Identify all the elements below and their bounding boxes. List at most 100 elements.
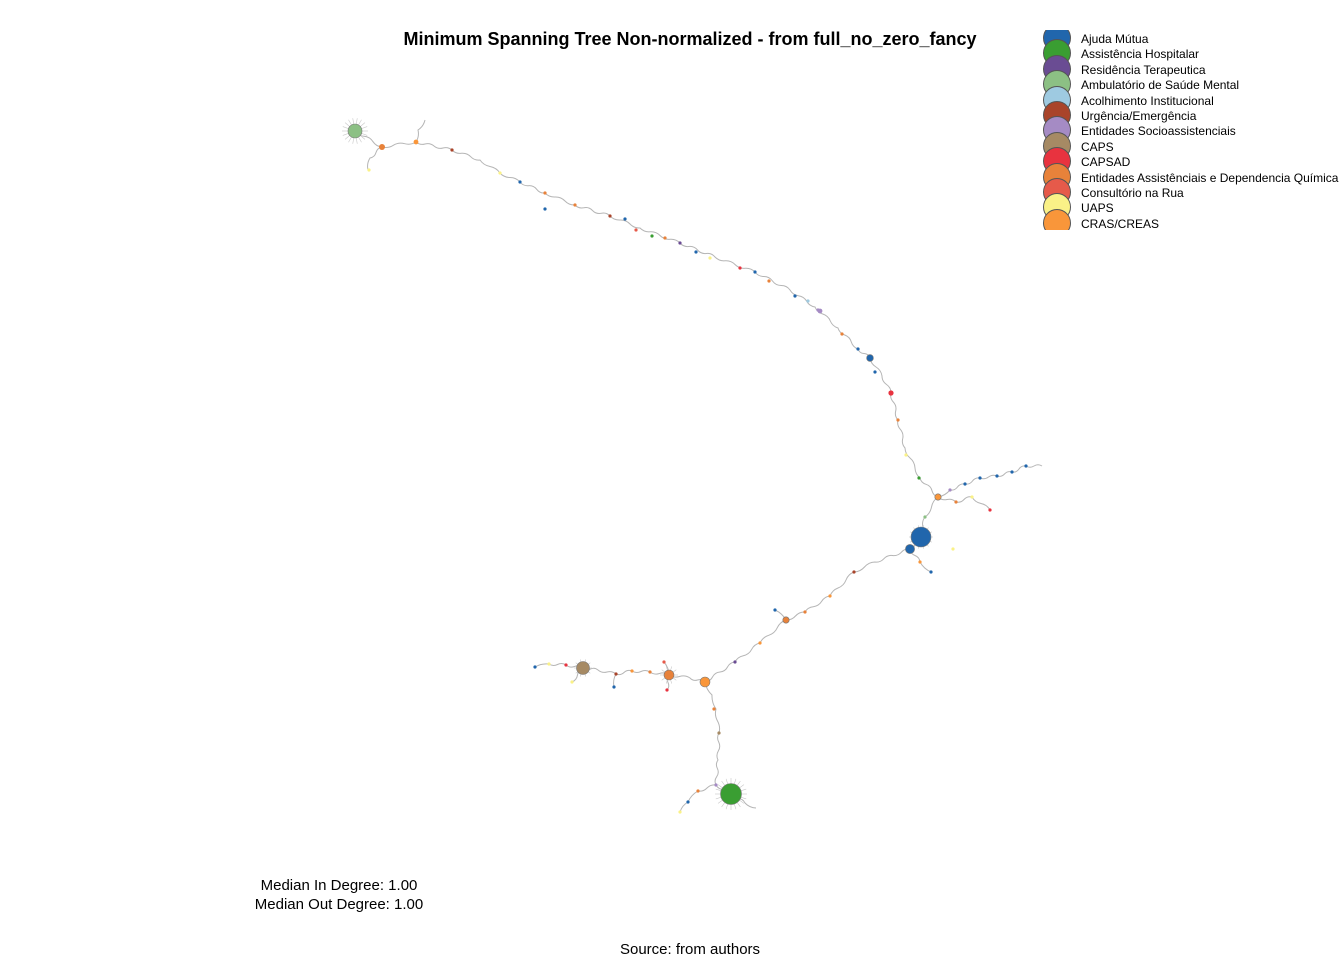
tree-edge [613, 673, 617, 688]
tree-node [663, 669, 675, 681]
legend-swatch [1043, 208, 1071, 231]
tree-node [665, 688, 669, 692]
legend-label: Urgência/Emergência [1081, 108, 1197, 123]
tree-node [1024, 464, 1028, 468]
tree-edge [704, 681, 732, 795]
tree-node [663, 236, 667, 240]
tree-edge [354, 130, 940, 538]
tree-node [910, 526, 932, 548]
median-in-degree: Median In Degree: 1.00 [260, 877, 418, 894]
tree-node [570, 680, 574, 684]
tree-node [767, 279, 771, 283]
tree-node [518, 180, 522, 184]
tree-node [612, 685, 616, 689]
tree-node [840, 332, 844, 336]
tree-node [904, 453, 908, 457]
legend-label: Entidades Assistênciais e Dependencia Qu… [1081, 170, 1339, 185]
tree-node [696, 789, 700, 793]
tree-node [614, 672, 618, 676]
legend-label: CAPSAD [1081, 155, 1131, 170]
tree-node [634, 228, 638, 232]
legend-label: CAPS [1081, 139, 1114, 154]
tree-edge [534, 663, 584, 669]
tree-node [856, 347, 860, 351]
tree-node [623, 217, 627, 221]
tree-node [717, 731, 721, 735]
tree-node [367, 168, 371, 172]
tree-node [379, 144, 385, 150]
tree-node [648, 670, 652, 674]
tree-node [934, 493, 942, 501]
tree-node [708, 256, 712, 260]
legend-item: Ajuda Mútua [1040, 30, 1344, 52]
tree-node [738, 266, 742, 270]
tree-node [630, 669, 634, 673]
chart-title: Minimum Spanning Tree Non-normalized - f… [403, 29, 977, 49]
tree-node [873, 370, 877, 374]
tree-node [547, 662, 551, 666]
legend-label: Ambulatório de Saúde Mental [1081, 78, 1240, 93]
tree-node [662, 660, 666, 664]
legend-label: Entidades Socioassistenciais [1081, 124, 1236, 139]
tree-node [951, 547, 955, 551]
tree-node [576, 661, 590, 675]
legend-item: Assistência Hospitalar [1040, 39, 1344, 68]
legend-label: Assistência Hospitalar [1081, 47, 1200, 62]
legend-label: CRAS/CREAS [1081, 216, 1160, 231]
tree-node [543, 191, 547, 195]
tree-node [773, 608, 777, 612]
legend-label: Ajuda Mútua [1081, 32, 1149, 46]
tree-node [828, 594, 832, 598]
tree-node [650, 234, 654, 238]
tree-node [712, 707, 716, 711]
tree-node [573, 203, 577, 207]
tree-edge [704, 536, 922, 683]
tree-node [498, 171, 502, 175]
tree-edge [582, 667, 706, 683]
tree-edge [937, 496, 991, 511]
legend-label: Residência Terapeutica [1081, 62, 1206, 77]
legend-item: UAPS [1040, 193, 1344, 222]
degree-stats: Median In Degree: 1.00 Median Out Degree… [200, 876, 478, 914]
tree-node [694, 250, 698, 254]
tree-node [533, 665, 537, 669]
tree-node [450, 148, 454, 152]
legend-item: Ambulatório de Saúde Mental [1040, 70, 1344, 99]
tree-node [758, 641, 762, 645]
tree-node [970, 495, 974, 499]
tree-node [929, 570, 933, 574]
legend-item: CAPSAD [1040, 147, 1344, 176]
tree-node [896, 418, 900, 422]
tree-node [793, 294, 797, 298]
tree-node [543, 207, 547, 211]
source-note: Source: from authors [619, 941, 761, 958]
tree-node [753, 270, 757, 274]
tree-node [866, 354, 874, 362]
tree-node [714, 783, 718, 787]
legend: Ajuda Mútua Assistência Hospitalar Residên… [1040, 30, 1344, 231]
tree-nodes [347, 123, 1028, 814]
tree-node [413, 139, 419, 145]
tree-edge [679, 784, 717, 813]
legend-item: Acolhimento Institucional [1040, 85, 1344, 114]
tree-node [608, 214, 612, 218]
tree-node [678, 241, 682, 245]
tree-node [347, 123, 363, 139]
tree-node [733, 660, 737, 664]
tree-edge [415, 119, 426, 143]
tree-node [905, 544, 915, 554]
legend-item: Entidades Socioassistenciais [1040, 116, 1344, 145]
tree-node [564, 663, 568, 667]
tree-edge [937, 464, 1043, 498]
tree-node [678, 810, 682, 814]
legend-item: CAPS [1040, 131, 1344, 160]
tree-node [852, 570, 856, 574]
legend-label: UAPS [1081, 201, 1114, 216]
tree-node [954, 500, 958, 504]
median-out-degree: Median Out Degree: 1.00 [254, 896, 424, 913]
legend-item: Consultório na Rua [1040, 177, 1344, 206]
legend-item: Entidades Assistênciais e Dependencia Qu… [1040, 162, 1344, 191]
tree-node [806, 299, 810, 303]
tree-node [1010, 470, 1014, 474]
tree-node [817, 308, 823, 314]
